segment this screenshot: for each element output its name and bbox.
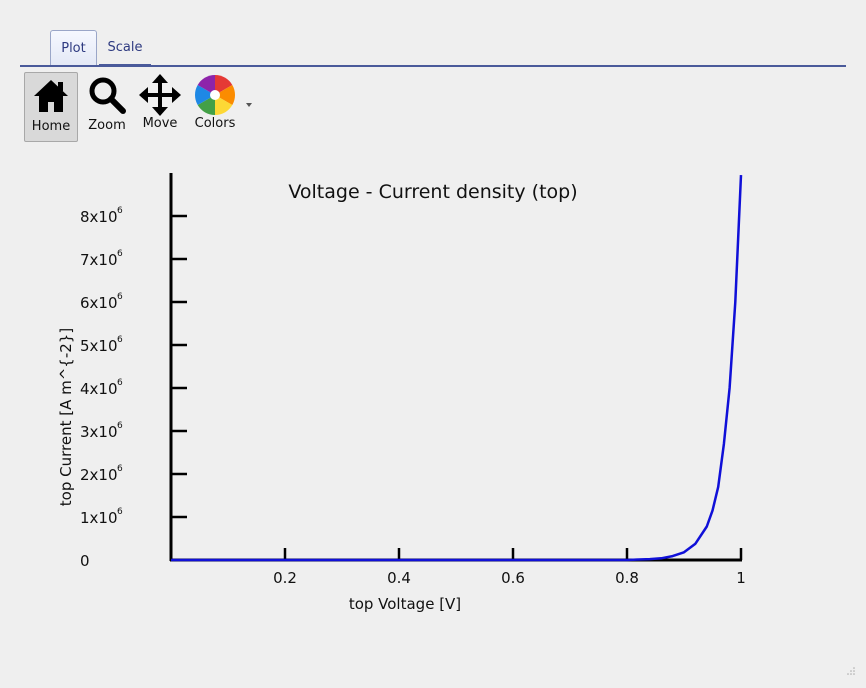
magnifier-icon [89,77,126,114]
colors-button[interactable]: Colors [188,72,242,142]
y-tick-exponent: 6 [117,292,123,302]
zoom-label: Zoom [88,118,126,133]
color-wheel-icon [195,75,235,115]
chart[interactable]: Voltage - Current density (top) top Volt… [0,150,866,620]
home-button[interactable]: Home [24,72,78,142]
y-tick-exponent: 6 [117,464,123,474]
zoom-button[interactable]: Zoom [80,72,134,142]
y-tick-exponent: 6 [117,335,123,345]
x-tick-label: 0.4 [387,569,411,587]
colors-label: Colors [194,116,236,131]
x-tick-label: 0.6 [501,569,525,587]
y-tick-label: 0 [80,552,90,570]
y-tick-exponent: 6 [117,507,123,517]
series-line [171,175,743,562]
tab-plot-label: Plot [61,40,86,56]
y-tick-label: 2x10 [80,466,118,484]
x-tick-label: 0.8 [615,569,639,587]
chart-title: Voltage - Current density (top) [288,181,577,203]
y-tick-label: 4x10 [80,380,118,398]
y-tick-label: 3x10 [80,423,118,441]
y-tick-exponent: 6 [117,249,123,259]
colors-dropdown-arrow[interactable] [246,103,252,107]
x-axis-label: top Voltage [V] [349,595,461,613]
y-tick-label: 1x10 [80,509,118,527]
tab-scale[interactable]: Scale [97,30,153,66]
resize-grip-icon[interactable] [846,666,856,676]
y-axis-label: top Current [A m^{-2}] [57,328,75,506]
x-tick-label: 1 [736,569,746,587]
home-icon [34,80,68,112]
y-tick-label: 5x10 [80,337,118,355]
y-tick-label: 6x10 [80,294,118,312]
y-tick-exponent: 6 [117,421,123,431]
y-tick-exponent: 6 [117,206,123,216]
tab-divider [20,65,846,67]
move-label: Move [142,116,178,131]
y-tick-label: 8x10 [80,208,118,226]
tab-plot[interactable]: Plot [50,30,97,65]
y-tick-exponent: 6 [117,378,123,388]
home-label: Home [31,119,71,134]
y-tick-label: 7x10 [80,251,118,269]
x-tick-label: 0.2 [273,569,297,587]
tab-scale-label: Scale [107,40,143,55]
move-arrows-icon [139,74,181,116]
move-button[interactable]: Move [133,72,187,142]
